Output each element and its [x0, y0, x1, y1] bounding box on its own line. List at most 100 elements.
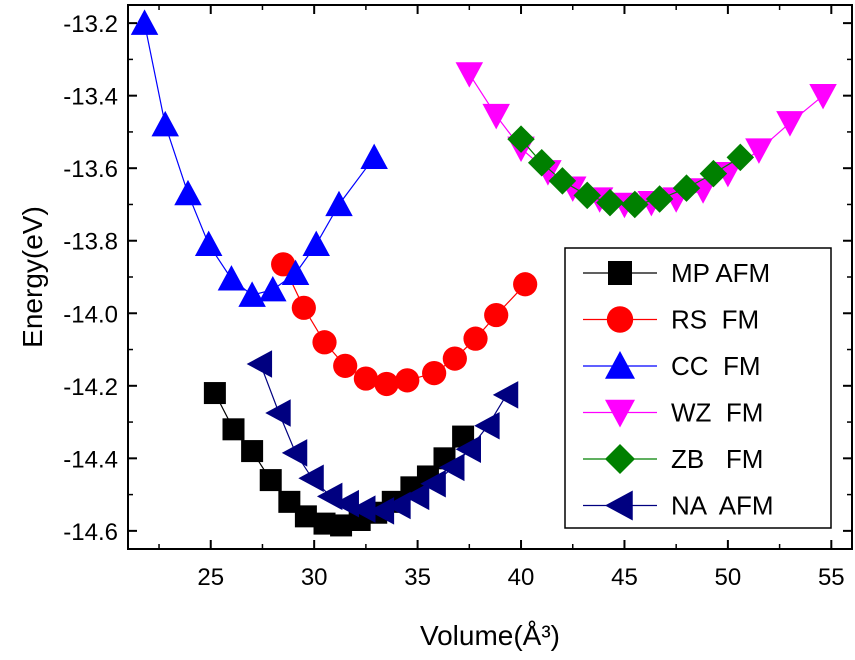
legend-marker: [605, 351, 635, 379]
legend: MP AFM RS FM CC FM WZ FM ZB FM NA AFM: [564, 247, 832, 529]
data-point: [281, 259, 310, 286]
data-point: [395, 368, 420, 393]
y-tick-label: -13.8: [63, 229, 118, 256]
data-point: [325, 190, 353, 217]
series-triangle-left: [246, 350, 519, 525]
data-point: [217, 265, 246, 291]
data-point: [809, 83, 837, 110]
data-point: [420, 469, 446, 498]
data-point: [222, 418, 245, 441]
data-point: [350, 495, 376, 523]
data-point: [294, 505, 317, 528]
data-point: [203, 382, 226, 405]
y-tick-label: -13.2: [63, 11, 118, 38]
data-point: [312, 330, 337, 355]
data-point: [385, 491, 411, 520]
data-point: [482, 103, 510, 130]
legend-label: WZ FM: [671, 398, 763, 428]
legend-item: NA AFM: [583, 490, 774, 521]
data-point: [726, 143, 755, 172]
y-tick-label: -14.2: [63, 374, 118, 401]
data-point: [298, 464, 324, 493]
data-point: [442, 346, 467, 371]
series-circle: [271, 252, 538, 397]
y-tick-label: -13.4: [63, 84, 118, 111]
data-point: [699, 159, 728, 188]
series-square: [203, 382, 475, 537]
series-diamond: [507, 125, 755, 219]
x-tick-label: 45: [611, 564, 638, 591]
data-point: [507, 125, 535, 153]
series-layer: [130, 9, 837, 537]
data-point: [259, 469, 282, 492]
y-tick-label: -14.4: [63, 446, 118, 473]
data-point: [333, 353, 358, 378]
data-point: [360, 143, 388, 170]
y-axis-label: Energy(eV): [17, 206, 48, 348]
data-point: [573, 181, 601, 210]
y-tick-label: -13.6: [63, 156, 118, 183]
y-tick-label: -14.0: [63, 301, 118, 328]
data-point: [271, 252, 296, 277]
y-tick-label: -14.6: [63, 519, 118, 546]
data-point: [455, 435, 482, 464]
data-point: [645, 185, 674, 213]
data-point: [596, 188, 624, 217]
data-point: [455, 62, 484, 88]
data-point: [745, 138, 773, 164]
data-point: [333, 489, 359, 518]
data-point: [374, 371, 399, 397]
data-point: [452, 425, 475, 448]
data-point: [474, 411, 500, 440]
legend-label: CC FM: [671, 351, 761, 381]
legend-item: MP AFM: [583, 258, 770, 288]
data-point: [241, 440, 264, 463]
data-point: [621, 190, 649, 219]
data-point: [403, 482, 430, 511]
series-line: [143, 22, 375, 296]
legend-label: ZB FM: [671, 444, 763, 474]
data-point: [513, 272, 538, 297]
data-point: [259, 275, 287, 302]
data-point: [672, 174, 701, 202]
legend-marker: [605, 490, 633, 521]
data-point: [265, 399, 291, 427]
legend-item: WZ FM: [583, 398, 763, 428]
x-tick-label: 30: [301, 564, 328, 591]
legend-item: ZB FM: [583, 444, 763, 474]
x-axis-label: Volume(Å³): [420, 620, 560, 651]
data-point: [302, 230, 330, 257]
x-tick-label: 35: [404, 564, 431, 591]
data-point: [353, 366, 378, 391]
data-point: [527, 149, 556, 177]
data-point: [130, 9, 159, 35]
legend-item: RS FM: [583, 305, 759, 335]
data-point: [776, 111, 804, 137]
data-point: [291, 295, 316, 320]
data-point: [246, 350, 273, 378]
data-point: [439, 453, 465, 482]
data-point: [313, 512, 336, 535]
series-triangle-up: [130, 9, 388, 307]
legend-marker: [606, 306, 634, 333]
data-point: [330, 514, 353, 537]
legend-marker: [605, 399, 635, 428]
legend-marker: [608, 261, 632, 285]
data-point: [281, 439, 308, 467]
data-point: [463, 326, 488, 351]
legend-marker: [605, 444, 635, 474]
x-tick-label: 40: [508, 564, 535, 591]
data-point: [151, 110, 179, 137]
data-point: [368, 497, 395, 525]
data-point: [238, 281, 266, 307]
data-point: [422, 361, 447, 386]
data-point: [548, 167, 577, 195]
data-point: [484, 302, 509, 328]
data-point: [174, 179, 202, 206]
legend-box: [564, 247, 832, 529]
x-tick-label: 55: [818, 564, 845, 591]
data-point: [278, 490, 301, 513]
ticks-layer: 25 30 35 40 45 50 55 -14.6 -14.4 -14.2 -14.0 -13.8 -…: [63, 5, 852, 591]
x-tick-label: 25: [197, 564, 224, 591]
